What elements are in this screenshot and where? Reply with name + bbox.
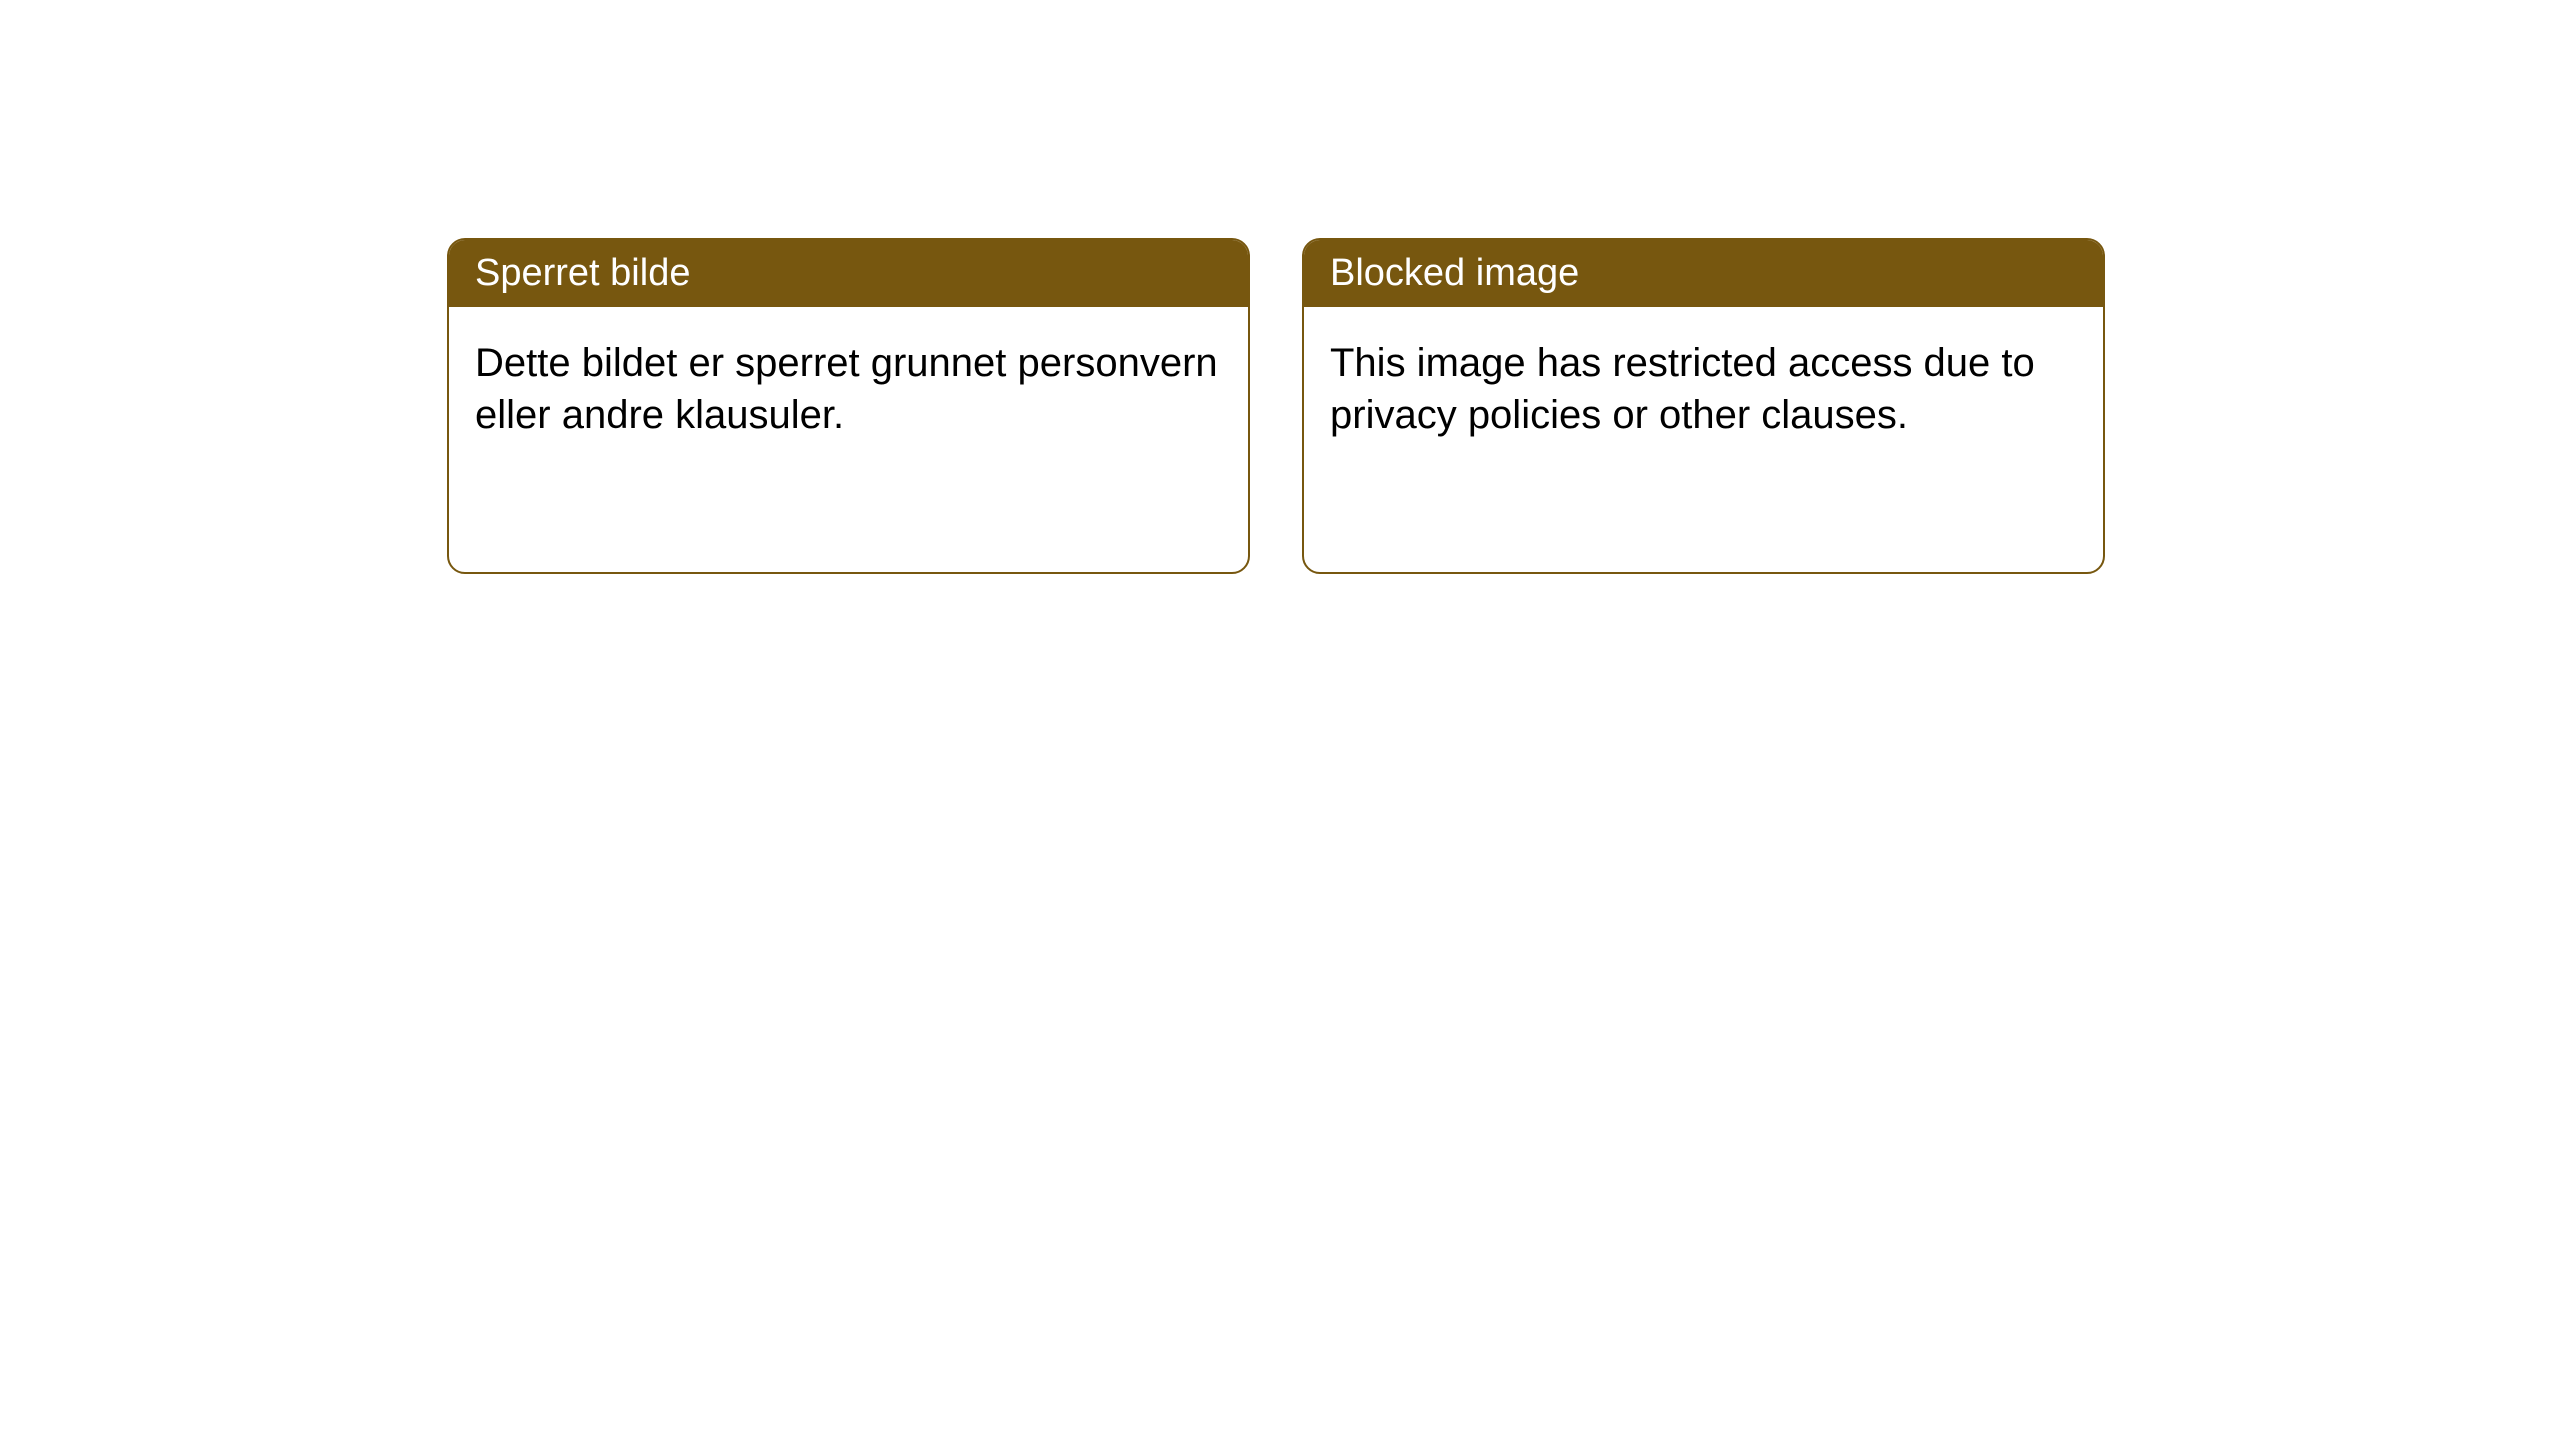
notice-card-english: Blocked image This image has restricted …	[1302, 238, 2105, 574]
notice-header-norwegian: Sperret bilde	[449, 240, 1248, 307]
notice-body-english: This image has restricted access due to …	[1304, 307, 2103, 471]
notice-card-norwegian: Sperret bilde Dette bildet er sperret gr…	[447, 238, 1250, 574]
notice-header-english: Blocked image	[1304, 240, 2103, 307]
notice-text-norwegian: Dette bildet er sperret grunnet personve…	[475, 341, 1218, 437]
notice-container: Sperret bilde Dette bildet er sperret gr…	[447, 238, 2105, 574]
notice-title-norwegian: Sperret bilde	[475, 252, 690, 294]
notice-text-english: This image has restricted access due to …	[1330, 341, 2035, 437]
notice-body-norwegian: Dette bildet er sperret grunnet personve…	[449, 307, 1248, 471]
notice-title-english: Blocked image	[1330, 252, 1579, 294]
